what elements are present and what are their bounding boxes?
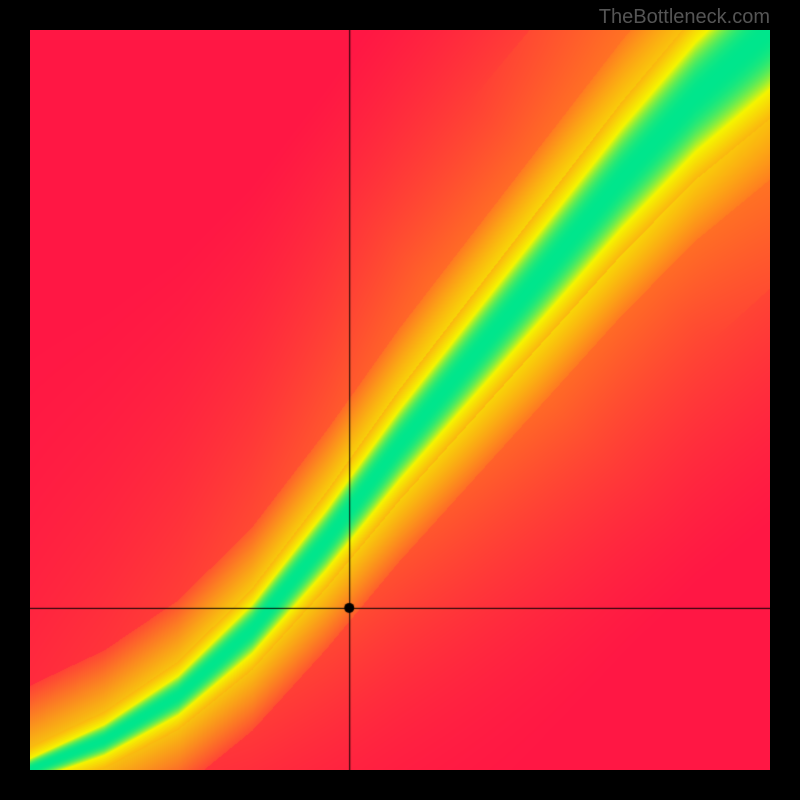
heatmap-canvas	[30, 30, 770, 770]
bottleneck-heatmap	[30, 30, 770, 770]
watermark-text: TheBottleneck.com	[599, 6, 770, 29]
